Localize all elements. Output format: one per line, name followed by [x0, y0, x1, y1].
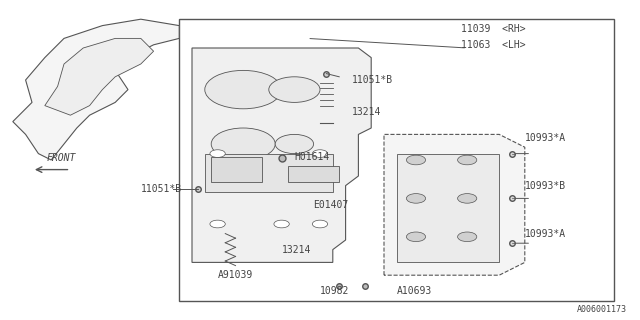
- Bar: [288, 166, 339, 182]
- Circle shape: [210, 150, 225, 157]
- Text: FRONT: FRONT: [46, 153, 76, 163]
- Text: H01614: H01614: [294, 152, 330, 162]
- Bar: [179, 19, 614, 301]
- Polygon shape: [192, 48, 371, 262]
- Polygon shape: [45, 38, 154, 115]
- Text: 10993*B: 10993*B: [525, 180, 566, 191]
- Circle shape: [210, 220, 225, 228]
- Text: E01407: E01407: [314, 200, 349, 210]
- Circle shape: [406, 155, 426, 165]
- Text: A10693: A10693: [397, 286, 432, 296]
- Polygon shape: [13, 19, 179, 160]
- Circle shape: [274, 220, 289, 228]
- Text: A006001173: A006001173: [577, 305, 627, 314]
- Text: 10993*A: 10993*A: [525, 228, 566, 239]
- Circle shape: [458, 232, 477, 242]
- Circle shape: [275, 134, 314, 154]
- Circle shape: [458, 155, 477, 165]
- Text: 11063  <LH>: 11063 <LH>: [461, 40, 525, 50]
- Bar: [205, 154, 333, 192]
- Polygon shape: [384, 134, 525, 275]
- Circle shape: [406, 232, 426, 242]
- Text: 11051*B: 11051*B: [141, 184, 182, 194]
- Text: 10982: 10982: [320, 286, 349, 296]
- Text: A91039: A91039: [218, 270, 253, 280]
- Circle shape: [269, 77, 320, 102]
- Text: 13214: 13214: [282, 244, 311, 255]
- Text: 11039  <RH>: 11039 <RH>: [461, 24, 525, 34]
- Text: 13214: 13214: [352, 107, 381, 117]
- Bar: [397, 154, 499, 262]
- Circle shape: [312, 150, 328, 157]
- Circle shape: [406, 194, 426, 203]
- Circle shape: [458, 194, 477, 203]
- Bar: [211, 157, 262, 182]
- Text: 10993*A: 10993*A: [525, 132, 566, 143]
- Circle shape: [211, 128, 275, 160]
- Circle shape: [205, 70, 282, 109]
- Circle shape: [312, 220, 328, 228]
- Text: 11051*B: 11051*B: [352, 75, 393, 85]
